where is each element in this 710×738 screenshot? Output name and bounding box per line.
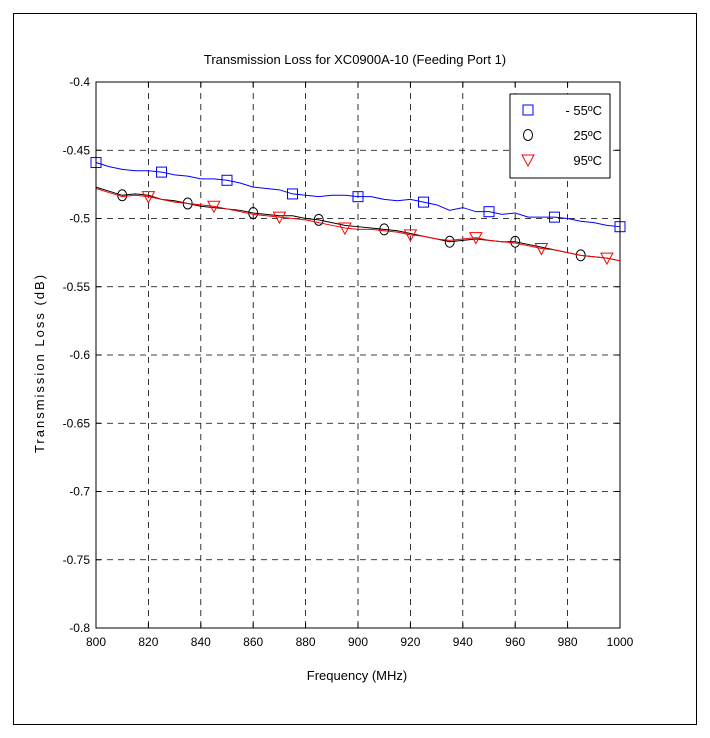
data-point bbox=[207, 200, 221, 214]
x-tick-label: 800 bbox=[86, 635, 106, 649]
legend-item: 25ºC bbox=[523, 128, 602, 143]
data-point bbox=[418, 196, 429, 208]
x-tick-label: 1000 bbox=[607, 635, 634, 649]
legend-marker bbox=[523, 129, 533, 141]
data-point bbox=[287, 188, 298, 200]
y-tick-label: -0.4 bbox=[69, 75, 90, 89]
chart-title: Transmission Loss for XC0900A-10 (Feedin… bbox=[204, 52, 506, 67]
x-tick-label: 900 bbox=[348, 635, 368, 649]
legend-label: 95ºC bbox=[573, 153, 602, 168]
legend-label: - 55ºC bbox=[565, 103, 602, 118]
series-3 bbox=[95, 187, 621, 266]
y-tick-label: -0.55 bbox=[63, 280, 91, 294]
x-tick-label: 820 bbox=[138, 635, 158, 649]
legend-label: 25ºC bbox=[573, 128, 602, 143]
y-axis-label: Transmission Loss (dB) bbox=[32, 273, 47, 453]
x-tick-label: 940 bbox=[453, 635, 473, 649]
data-point bbox=[352, 191, 364, 203]
data-point bbox=[141, 191, 156, 204]
data-point bbox=[338, 222, 352, 236]
data-point bbox=[403, 229, 418, 242]
x-tick-label: 880 bbox=[296, 635, 316, 649]
y-tick-label: -0.7 bbox=[69, 485, 90, 499]
axis-ticks: 800 820 840 860 880 900 920 940 960 980 1000 -0.4 -0… bbox=[63, 75, 634, 649]
data-point bbox=[483, 206, 495, 218]
legend-item: 95ºC bbox=[521, 153, 602, 168]
data-point bbox=[379, 223, 390, 236]
series-line bbox=[95, 187, 621, 262]
data-point bbox=[156, 166, 167, 178]
x-tick-label: 860 bbox=[243, 635, 263, 649]
y-tick-label: -0.6 bbox=[69, 348, 90, 362]
series-line bbox=[95, 162, 621, 228]
legend: - 55ºC 25ºC 95ºC bbox=[509, 93, 611, 179]
y-tick-label: -0.5 bbox=[69, 212, 90, 226]
x-tick-label: 840 bbox=[191, 635, 211, 649]
legend-item: - 55ºC bbox=[522, 103, 602, 118]
y-tick-label: -0.65 bbox=[63, 416, 91, 430]
data-point bbox=[510, 235, 521, 248]
data-point bbox=[444, 235, 455, 248]
data-point bbox=[313, 213, 324, 226]
x-axis-label: Frequency (MHz) bbox=[307, 668, 407, 683]
data-point bbox=[469, 232, 483, 245]
y-tick-label: -0.45 bbox=[63, 143, 91, 157]
y-tick-label: -0.75 bbox=[63, 553, 91, 567]
data-point bbox=[272, 211, 287, 225]
legend-marker bbox=[522, 104, 534, 116]
data-point bbox=[534, 243, 549, 256]
y-tick-label: -0.8 bbox=[69, 621, 90, 635]
data-point bbox=[221, 174, 233, 186]
x-tick-label: 920 bbox=[400, 635, 420, 649]
x-tick-label: 980 bbox=[558, 635, 578, 649]
data-point bbox=[600, 252, 614, 266]
data-point bbox=[549, 211, 560, 223]
legend-marker bbox=[521, 154, 535, 168]
x-tick-label: 960 bbox=[505, 635, 525, 649]
